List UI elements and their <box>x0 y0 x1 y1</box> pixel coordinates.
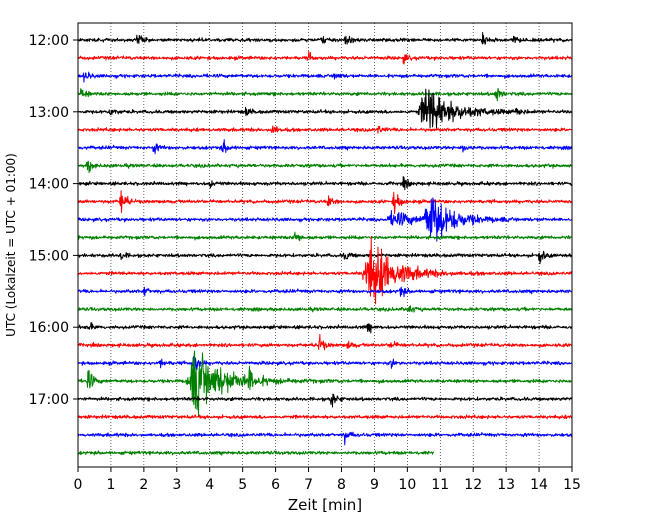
trace-1645 <box>78 350 572 417</box>
x-tick-label-5: 5 <box>238 477 247 493</box>
x-tick-label-15: 15 <box>563 477 581 493</box>
grid-lines <box>110 23 540 467</box>
x-tick-label-9: 9 <box>370 477 379 493</box>
trace-1615 <box>78 333 572 351</box>
y-axis-title: UTC (Lokalzeit = UTC + 01:00) <box>4 153 18 337</box>
trace-1745 <box>78 450 435 456</box>
y-tick-label-0: 12:00 <box>29 33 69 49</box>
trace-1515 <box>78 236 572 305</box>
trace-1200 <box>78 32 572 45</box>
x-tick-label-3: 3 <box>172 477 181 493</box>
x-tick-label-6: 6 <box>271 477 280 493</box>
trace-1445 <box>78 231 572 242</box>
trace-1700 <box>78 393 572 408</box>
trace-1400 <box>78 175 572 191</box>
traces-group <box>78 32 572 456</box>
x-tick-label-1: 1 <box>106 477 115 493</box>
trace-1630 <box>78 356 572 370</box>
trace-1330 <box>78 139 572 155</box>
trace-1315 <box>78 125 572 134</box>
plot-frame <box>77 22 573 468</box>
trace-1300 <box>78 88 572 129</box>
x-tick-label-4: 4 <box>205 477 214 493</box>
trace-1215 <box>78 50 572 65</box>
y-tick-label-4: 16:00 <box>29 320 69 336</box>
trace-1600 <box>78 322 572 334</box>
y-tick-label-1: 13:00 <box>29 105 69 121</box>
trace-1530 <box>78 286 572 298</box>
x-tick-label-7: 7 <box>304 477 313 493</box>
trace-1345 <box>78 160 572 174</box>
trace-1415 <box>78 190 572 215</box>
x-tick-label-0: 0 <box>74 477 83 493</box>
x-tick-label-14: 14 <box>530 477 548 493</box>
trace-1245 <box>78 87 572 102</box>
trace-1730 <box>78 431 572 446</box>
y-tick-label-3: 15:00 <box>29 248 69 264</box>
y-tick-label-5: 17:00 <box>29 392 69 408</box>
x-axis-ticks: 0 1 2 3 4 5 6 7 8 9 10 11 12 13 14 15 <box>74 467 581 493</box>
x-tick-label-10: 10 <box>398 477 416 493</box>
x-tick-label-8: 8 <box>337 477 346 493</box>
trace-1715 <box>78 414 572 420</box>
x-tick-label-12: 12 <box>464 477 482 493</box>
x-tick-label-11: 11 <box>431 477 449 493</box>
x-tick-label-13: 13 <box>497 477 515 493</box>
x-axis-title: Zeit [min] <box>288 496 362 514</box>
trace-1230 <box>78 71 572 83</box>
trace-1430 <box>78 197 572 242</box>
y-axis-ticks: 12:00 13:00 14:00 15:00 16:00 17:00 <box>29 33 78 408</box>
y-tick-label-2: 14:00 <box>29 177 69 193</box>
x-tick-label-2: 2 <box>139 477 148 493</box>
trace-1545 <box>78 305 572 313</box>
trace-1500 <box>78 250 572 265</box>
